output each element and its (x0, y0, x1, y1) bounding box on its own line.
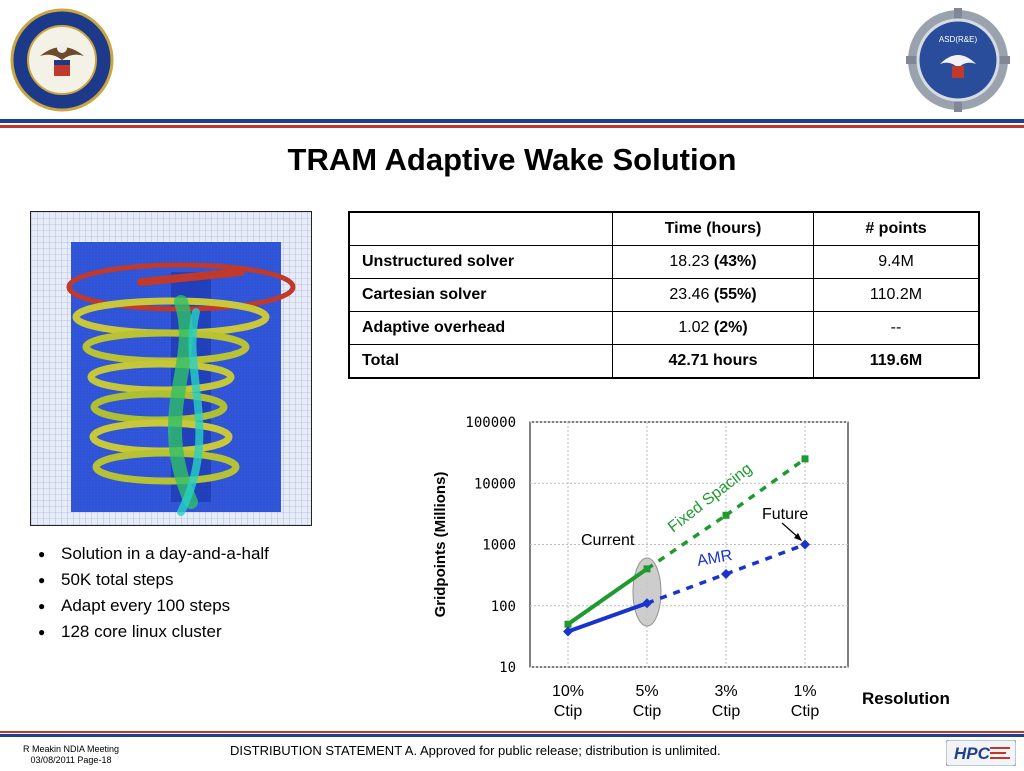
footer-stripe-blue (0, 734, 1024, 737)
table-row: Cartesian solver 23.46 (55%) 110.2M (348, 278, 980, 312)
row-label: Cartesian solver (348, 278, 613, 312)
rotor-wake-visualization-icon (30, 211, 312, 526)
time-value: 23.46 (669, 286, 714, 303)
row-time: 18.23 (43%) (612, 245, 814, 279)
stats-table: Time (hours) # points Unstructured solve… (348, 211, 980, 379)
row-points: -- (813, 311, 980, 345)
asd-re-seal-icon: ASD(R&E) (906, 8, 1010, 117)
data-point-diamond (800, 539, 810, 550)
bullet-item: Adapt every 100 steps (38, 593, 269, 619)
time-percent: (55%) (713, 286, 757, 303)
bullet-list: Solution in a day-and-a-half 50K total s… (38, 541, 269, 645)
row-points: 110.2M (813, 278, 980, 312)
table-header-time: Time (hours) (612, 211, 814, 246)
x-tick-label: 5% (635, 683, 658, 700)
x-tick-label: 1% (793, 683, 816, 700)
data-point-diamond (721, 568, 731, 579)
series-line-segment (646, 572, 727, 605)
x-tick-label: Ctip (633, 703, 662, 720)
row-label: Adaptive overhead (348, 311, 613, 345)
row-label: Total (348, 344, 613, 379)
series-label-amr: AMR (696, 547, 734, 570)
annotation-current: Current (581, 532, 635, 549)
y-tick-label: 100 (491, 599, 516, 615)
x-tick-label: 10% (552, 683, 584, 700)
data-point-square (722, 511, 730, 519)
row-label: Unstructured solver (348, 245, 613, 279)
time-percent: (2%) (713, 319, 748, 336)
annotation-future: Future (762, 506, 808, 523)
row-points: 9.4M (813, 245, 980, 279)
x-axis-title: Resolution (862, 689, 950, 708)
y-tick-label: 100000 (465, 415, 516, 431)
footer-date-line: 03/08/2011 Page-18 (30, 755, 112, 765)
time-value: 18.23 (669, 253, 714, 270)
time-value: 1.02 (678, 319, 714, 336)
table-row: Total 42.71 hours 119.6M (348, 344, 980, 379)
row-time: 1.02 (2%) (612, 311, 814, 345)
header-stripe-blue (0, 119, 1024, 123)
footer-stripe-red (0, 731, 1024, 733)
header-stripe-red (0, 125, 1024, 128)
table-row: Adaptive overhead 1.02 (2%) -- (348, 311, 980, 345)
page-title: TRAM Adaptive Wake Solution (287, 142, 737, 177)
annotation-arrowhead (794, 533, 802, 541)
hpc-logo-icon: HPC (945, 739, 1017, 771)
dod-seal-icon (10, 8, 114, 117)
gridpoints-chart: 10 100 1000 10000 100000 Gridpoints (Millions… (432, 415, 849, 720)
y-tick-label: 1000 (482, 538, 516, 554)
data-point-square (564, 620, 572, 628)
table-header-points: # points (813, 211, 980, 246)
bullet-item: 128 core linux cluster (38, 619, 269, 645)
time-value: 42.71 hours (668, 352, 758, 369)
bullet-item: Solution in a day-and-a-half (38, 541, 269, 567)
bullet-item: 50K total steps (38, 567, 269, 593)
row-time: 42.71 hours (612, 344, 814, 379)
footer-author-line: R Meakin NDIA Meeting (22, 744, 120, 754)
y-tick-label: 10000 (474, 476, 516, 492)
series-line-segment (724, 457, 807, 517)
row-points: 119.6M (813, 344, 980, 379)
x-tick-label: 3% (714, 683, 737, 700)
seal-label: ASD(R&E) (939, 35, 978, 44)
x-tick-label: Ctip (791, 703, 820, 720)
footer-author: R Meakin NDIA Meeting 03/08/2011 Page-18 (6, 744, 136, 766)
table-header-row: Time (hours) # points (348, 211, 980, 246)
series-line-segment (566, 567, 649, 626)
y-tick-label: 10 (499, 660, 516, 676)
y-axis-title: Gridpoints (Millions) (432, 472, 449, 618)
data-point-square (643, 565, 651, 573)
table-header-blank (348, 211, 613, 246)
series-line-segment (567, 601, 648, 634)
distribution-statement: DISTRIBUTION STATEMENT A. Approved for p… (230, 743, 721, 758)
table-row: Unstructured solver 18.23 (43%) 9.4M (348, 245, 980, 279)
series-line-segment (725, 542, 806, 576)
time-percent: (43%) (713, 253, 757, 270)
hpc-logo-text: HPC (954, 744, 991, 763)
series-line-segment (646, 513, 727, 571)
data-point-diamond (563, 626, 573, 637)
x-tick-label: Ctip (712, 703, 741, 720)
row-time: 23.46 (55%) (612, 278, 814, 312)
x-tick-label: Ctip (554, 703, 583, 720)
data-point-square (801, 455, 809, 463)
data-point-diamond (642, 598, 652, 609)
